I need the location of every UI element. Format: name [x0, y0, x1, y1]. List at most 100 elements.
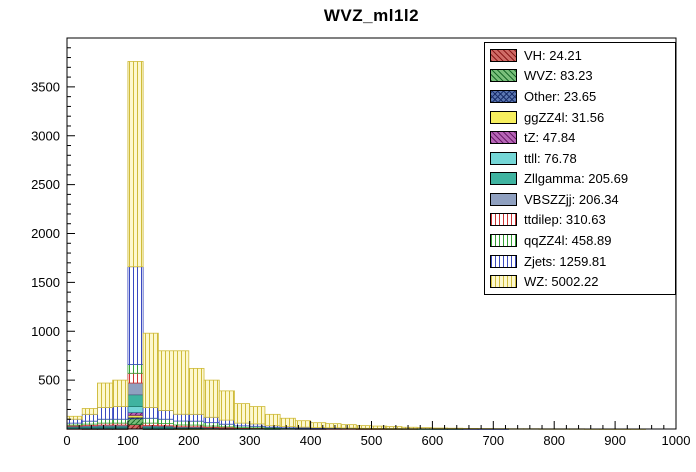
- legend-swatch-VH: [490, 48, 517, 62]
- x-tick-label: 600: [422, 433, 444, 448]
- legend-label-WZ: WZ: 5002.22: [524, 274, 599, 290]
- legend-swatch-ggZZ4l: [490, 110, 517, 124]
- legend-label-Zjets: Zjets: 1259.81: [524, 253, 607, 269]
- x-tick-label: 700: [482, 433, 504, 448]
- bar-segment: [127, 424, 144, 430]
- legend-label-ggZZ4l: ggZZ4l: 31.56: [524, 109, 605, 125]
- legend-item-qqZZ4l: qqZZ4l: 458.89: [485, 231, 675, 249]
- legend-item-VBSZZjj: VBSZZjj: 206.34: [485, 190, 675, 208]
- bar-segment: [127, 61, 144, 268]
- bar-segment: [127, 394, 144, 407]
- bar-segment: [188, 420, 205, 426]
- x-tick-label: 200: [178, 433, 200, 448]
- legend: VH: 24.21 WVZ: 83.23 Other: 23.65 ggZZ4l: 3…: [484, 42, 676, 295]
- legend-swatch-ttll: [490, 151, 517, 165]
- y-tick-label: 1000: [31, 324, 60, 339]
- x-tick-label: 300: [239, 433, 261, 448]
- bar-segment: [173, 350, 190, 415]
- legend-swatch-WZ: [490, 275, 517, 289]
- legend-swatch-Other: [490, 89, 517, 103]
- y-axis: 500 1000 1500 2000 2500 3000 3500: [31, 37, 75, 430]
- bar-segment: [97, 382, 114, 408]
- bar-segment: [81, 420, 98, 425]
- legend-swatch-Zjets: [490, 254, 517, 268]
- legend-label-VH: VH: 24.21: [524, 47, 582, 63]
- bar-segment: [157, 418, 174, 425]
- y-tick-label: 3000: [31, 128, 60, 143]
- bar-segment: [340, 424, 357, 429]
- x-axis: 0 100 200 300 400 500 600 700 800 900 1000: [63, 421, 690, 448]
- legend-item-WZ: WZ: 5002.22: [485, 273, 675, 291]
- legend-swatch-WVZ: [490, 69, 517, 83]
- bar-segment: [173, 420, 190, 426]
- bar-segment: [157, 410, 174, 420]
- y-tick-label: 500: [38, 373, 60, 388]
- y-tick-label: 2500: [31, 177, 60, 192]
- bar-segment: [173, 413, 190, 422]
- bar-segment: [234, 403, 251, 424]
- legend-label-ttdilep: ttdilep: 310.63: [524, 212, 606, 228]
- legend-item-VH: VH: 24.21: [485, 46, 675, 64]
- bar-segment: [371, 425, 388, 429]
- legend-swatch-VBSZZjj: [490, 192, 517, 206]
- bar-segment: [142, 407, 159, 419]
- bar-segment: [127, 266, 144, 365]
- legend-swatch-tZ: [490, 131, 517, 145]
- bar-segment: [127, 364, 144, 374]
- legend-label-ttll: ttll: 76.78: [524, 150, 577, 166]
- bar-segment: [142, 417, 159, 424]
- bar-segment: [325, 423, 342, 429]
- legend-label-Other: Other: 23.65: [524, 88, 597, 104]
- legend-item-Other: Other: 23.65: [485, 87, 675, 105]
- legend-label-qqZZ4l: qqZZ4l: 458.89: [524, 232, 612, 248]
- bar-segment: [81, 408, 98, 415]
- legend-label-Zllgamma: Zllgamma: 205.69: [524, 171, 629, 187]
- bar-segment: [188, 413, 205, 422]
- x-tick-label: 500: [361, 433, 383, 448]
- bar-segment: [249, 406, 266, 425]
- legend-label-tZ: tZ: 47.84: [524, 130, 576, 146]
- bar-segment: [386, 426, 403, 429]
- bar-segment: [310, 422, 327, 429]
- x-tick-label: 0: [63, 433, 70, 448]
- x-tick-label: 100: [117, 433, 139, 448]
- bar-segment: [97, 418, 114, 424]
- bar-segment: [127, 411, 144, 416]
- bar-segment: [294, 420, 312, 428]
- bar-segment: [203, 416, 220, 424]
- bar-segment: [203, 379, 220, 418]
- legend-item-Zjets: Zjets: 1259.81: [485, 252, 675, 270]
- x-tick-label: 400: [300, 433, 322, 448]
- bar-segment: [112, 379, 129, 407]
- bar-segment: [127, 406, 144, 413]
- bar-segment: [112, 406, 129, 420]
- legend-label-VBSZZjj: VBSZZjj: 206.34: [524, 191, 619, 207]
- bar-segment: [355, 425, 372, 429]
- bar-segment: [66, 418, 83, 424]
- bar-segment: [218, 419, 235, 425]
- bar-segment: [142, 332, 159, 408]
- legend-swatch-qqZZ4l: [490, 233, 517, 247]
- legend-item-Zllgamma: Zllgamma: 205.69: [485, 170, 675, 188]
- y-tick-label: 1500: [31, 275, 60, 290]
- bar-segment: [127, 418, 144, 426]
- bar-segment: [97, 407, 114, 420]
- legend-swatch-ttdilep: [490, 213, 517, 227]
- y-tick-label: 2000: [31, 226, 60, 241]
- bar-segment: [203, 422, 220, 427]
- legend-label-WVZ: WVZ: 83.23: [524, 68, 593, 84]
- bar-segment: [127, 382, 144, 396]
- x-tick-label: 800: [543, 433, 565, 448]
- plot-title: WVZ_ml1l2: [323, 6, 420, 25]
- series-WZ: [66, 61, 646, 430]
- bar-segment: [112, 418, 129, 424]
- x-tick-label: 900: [604, 433, 626, 448]
- bar-segment: [188, 367, 205, 415]
- bar-segment: [157, 350, 174, 411]
- bar-segment: [401, 426, 418, 430]
- legend-swatch-Zllgamma: [490, 172, 517, 186]
- legend-item-tZ: tZ: 47.84: [485, 129, 675, 147]
- bar-segment: [218, 390, 235, 421]
